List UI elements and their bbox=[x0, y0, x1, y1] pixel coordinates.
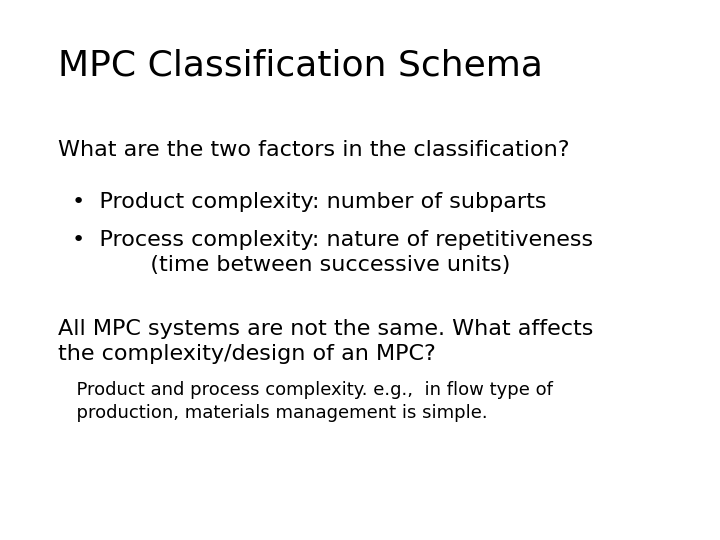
Text: MPC Classification Schema: MPC Classification Schema bbox=[58, 49, 542, 83]
Text: •  Product complexity: number of subparts: • Product complexity: number of subparts bbox=[72, 192, 546, 212]
Text: What are the two factors in the classification?: What are the two factors in the classifi… bbox=[58, 140, 569, 160]
Text: Product and process complexity. e.g.,  in flow type of
  production, materials m: Product and process complexity. e.g., in… bbox=[65, 381, 553, 422]
Text: All MPC systems are not the same. What affects
the complexity/design of an MPC?: All MPC systems are not the same. What a… bbox=[58, 319, 593, 364]
Text: •  Process complexity: nature of repetitiveness
           (time between success: • Process complexity: nature of repetiti… bbox=[72, 230, 593, 275]
